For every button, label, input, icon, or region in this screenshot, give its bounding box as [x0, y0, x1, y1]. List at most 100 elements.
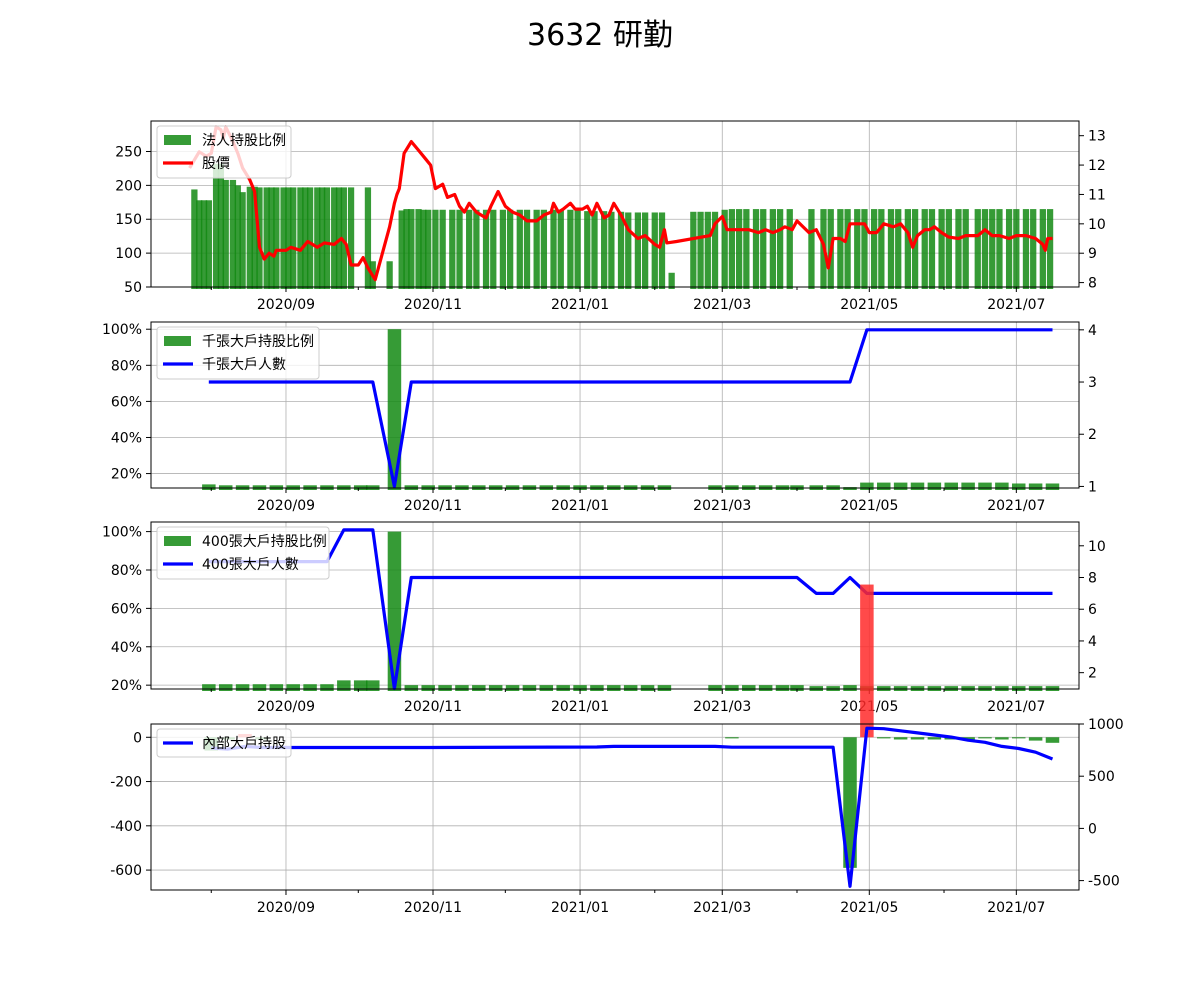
data-bar — [438, 685, 451, 691]
data-bar — [658, 685, 671, 691]
data-bar — [307, 187, 313, 289]
x-tick-label: 2021/05 — [840, 498, 898, 514]
x-tick-label: 2020/09 — [257, 297, 315, 313]
data-bar — [871, 209, 877, 289]
data-bar — [540, 685, 553, 691]
data-bar — [659, 212, 665, 289]
data-bar — [523, 685, 536, 691]
data-bar — [995, 483, 1008, 490]
data-bar — [808, 209, 814, 289]
panel-1000-lot-holders: 2020/09 2020/11 2021/01 2021/03 2021/05 2021/… — [102, 322, 1097, 514]
data-bar — [760, 209, 766, 289]
data-bar — [705, 212, 711, 289]
y-left-tick-label: 100 — [115, 246, 142, 262]
x-tick-label: 2021/03 — [693, 297, 751, 313]
x-tick-label: 2020/11 — [404, 297, 462, 313]
data-bar — [558, 210, 564, 289]
y-left-tick-label: 80% — [111, 563, 142, 579]
data-bar — [961, 483, 974, 490]
data-bar — [273, 187, 279, 289]
x-tick-label: 2020/09 — [257, 498, 315, 514]
x-tick-label: 2021/07 — [987, 699, 1045, 715]
panel-400-lot-holders: 2020/092020/112021/012021/032021/052021/… — [102, 522, 1106, 715]
data-bar — [455, 685, 468, 691]
y-right-tick-label: 11 — [1088, 187, 1106, 203]
data-bar — [590, 685, 603, 691]
data-bar — [202, 684, 215, 691]
data-bar — [408, 209, 414, 289]
x-tick-label: 2021/01 — [551, 498, 609, 514]
data-bar — [541, 210, 547, 289]
data-bar — [895, 209, 901, 289]
data-bar — [742, 685, 755, 691]
data-bar — [253, 684, 266, 691]
data-bar — [567, 210, 573, 289]
data-bar — [1047, 209, 1053, 289]
x-tick-label: 2020/11 — [404, 699, 462, 715]
data-bar — [472, 685, 485, 691]
y-left-tick-label: 50 — [124, 280, 142, 296]
data-bar — [219, 684, 232, 691]
data-bar — [624, 685, 637, 691]
data-bar — [844, 209, 850, 289]
data-bar — [928, 483, 941, 490]
data-bar — [506, 685, 519, 691]
y-right-tick-label: 0 — [1088, 821, 1097, 837]
data-bar — [905, 209, 911, 289]
panel-institutional: 2020/09 2020/11 2021/01 2021/03 2021/05 2021/… — [115, 121, 1106, 313]
data-bar — [608, 212, 614, 289]
data-bar — [500, 210, 506, 289]
y-left-tick-label: 60% — [111, 601, 142, 617]
data-bar — [425, 210, 431, 289]
data-bar — [1023, 209, 1029, 289]
data-bar — [878, 209, 884, 289]
data-bar — [456, 210, 462, 289]
y-left-tick-label: 150 — [115, 212, 142, 228]
data-bar — [348, 187, 354, 289]
data-bar — [405, 685, 418, 691]
data-bar — [729, 209, 735, 289]
data-bar — [776, 685, 789, 691]
data-bar — [641, 685, 654, 691]
legend-label-bars: 400張大戶持股比例 — [202, 534, 327, 550]
data-bar — [928, 737, 941, 739]
legend-label-bars: 法人持股比例 — [202, 133, 286, 149]
x-tick-label: 2021/01 — [551, 900, 609, 916]
data-bar — [386, 261, 392, 289]
data-bar — [607, 685, 620, 691]
data-bar — [320, 684, 333, 691]
data-bar — [929, 209, 935, 289]
data-bar — [725, 685, 738, 691]
data-bar — [473, 210, 479, 289]
data-bar — [938, 209, 944, 289]
y-right-tick-label: 1 — [1088, 479, 1097, 495]
legend-bar-swatch — [164, 536, 191, 546]
y-right-tick-label: 10 — [1088, 539, 1106, 555]
y-right-tick-label: 10 — [1088, 217, 1106, 233]
y-right-tick-label: 3 — [1088, 375, 1097, 391]
data-bar — [635, 212, 641, 289]
data-bar — [584, 211, 590, 289]
y-left-tick-label: 20% — [111, 467, 142, 483]
data-bar — [854, 209, 860, 289]
data-bar — [202, 484, 215, 490]
data-bar — [1013, 209, 1019, 289]
data-bar — [239, 192, 245, 289]
y-left-tick-label: 100% — [102, 525, 142, 541]
data-bar — [922, 209, 928, 289]
data-bar — [946, 209, 952, 289]
data-bar — [1006, 209, 1012, 289]
y-right-tick-label: 8 — [1088, 571, 1097, 587]
y-left-tick-label: 40% — [111, 430, 142, 446]
data-bar — [978, 483, 991, 490]
data-bar — [556, 685, 569, 691]
y-left-tick-label: 60% — [111, 394, 142, 410]
y-right-tick-label: 1000 — [1088, 717, 1124, 733]
data-bar — [618, 212, 624, 289]
data-bar — [877, 483, 890, 490]
data-bar — [894, 737, 907, 739]
data-bar — [978, 737, 991, 738]
data-bar — [708, 685, 721, 691]
data-bar — [1046, 737, 1059, 743]
data-bar — [995, 737, 1008, 739]
